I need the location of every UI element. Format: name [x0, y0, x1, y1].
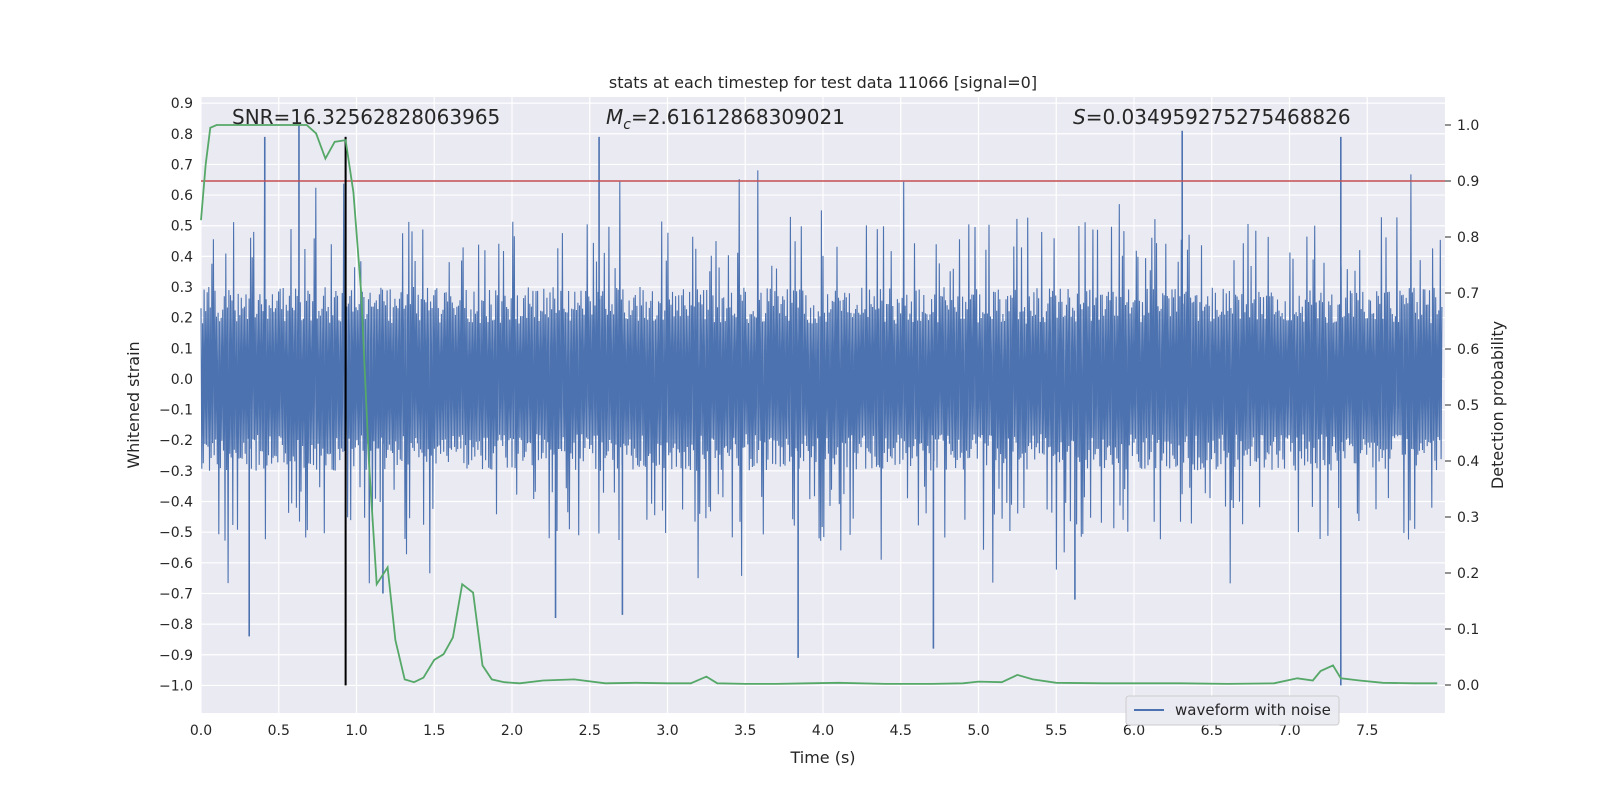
legend-entry-waveform: waveform with noise [1175, 701, 1331, 719]
x-tick-label: 4.5 [890, 723, 912, 739]
y-left-tick-label: 0.5 [171, 219, 193, 235]
y-left-tick-label: 0.6 [171, 188, 193, 204]
y-left-tick-label: −0.9 [159, 648, 193, 664]
legend-box [1125, 695, 1340, 726]
y-left-axis-ticks: 0.9 0.8 0.7 0.6 0.5 0.4 0.3 0.2 0.1 0.0 −0.1 −0.2 −0… [159, 96, 193, 694]
y-left-tick-label: −0.2 [159, 433, 193, 449]
x-tick-label: 3.5 [734, 723, 756, 739]
x-tick-label: 7.5 [1356, 723, 1378, 739]
y-left-tick-label: 0.7 [171, 157, 193, 173]
x-tick-label: 5.0 [967, 723, 989, 739]
chirp-mass-value: =2.61612868309021 [631, 105, 845, 129]
y-right-tick-label: 0.4 [1457, 454, 1479, 470]
chirp-mass-annotation: Mc=2.61612868309021 [606, 105, 845, 133]
y-right-tick-label: 0.8 [1457, 230, 1479, 246]
overlay-lines [200, 124, 1445, 686]
x-tick-label: 1.0 [345, 723, 367, 739]
chirp-mass-symbol: M [606, 105, 623, 129]
y-right-tick-label: 0.1 [1457, 622, 1479, 638]
s-symbol: S [1073, 105, 1086, 129]
y-left-tick-label: 0.2 [171, 311, 193, 327]
y-right-axis-ticks: 1.0 0.9 0.8 0.7 0.6 0.5 0.4 0.3 0.2 0.1 0.0 [1445, 118, 1479, 694]
x-tick-label: 3.0 [656, 723, 678, 739]
y-right-tick-label: 0.7 [1457, 286, 1479, 302]
legend: waveform with noise [1125, 695, 1340, 726]
y-left-tick-label: −0.5 [159, 525, 193, 541]
snr-annotation: SNR=16.32562828063965 [232, 105, 500, 129]
y-left-tick-label: −0.1 [159, 403, 193, 419]
chirp-mass-subscript: c [623, 117, 631, 133]
y-right-tick-label: 0.5 [1457, 398, 1479, 414]
x-tick-label: 2.5 [579, 723, 601, 739]
y-left-tick-label: −0.3 [159, 464, 193, 480]
y-right-tick-label: 1.0 [1457, 118, 1479, 134]
y-right-axis-label: Detection probability [1488, 321, 1507, 489]
y-left-tick-label: −0.6 [159, 556, 193, 572]
y-left-tick-label: 0.0 [171, 372, 193, 388]
x-tick-label: 6.0 [1123, 723, 1145, 739]
y-left-tick-label: 0.9 [171, 96, 193, 112]
s-annotation: S=0.034959275275468826 [1073, 105, 1351, 129]
y-left-tick-label: 0.3 [171, 280, 193, 296]
x-tick-label: 4.0 [812, 723, 834, 739]
x-tick-label: 5.5 [1045, 723, 1067, 739]
y-left-tick-label: 0.1 [171, 341, 193, 357]
s-value: =0.034959275275468826 [1086, 105, 1351, 129]
x-tick-label: 0.0 [190, 723, 212, 739]
x-tick-label: 0.5 [268, 723, 290, 739]
y-right-tick-label: 0.6 [1457, 342, 1479, 358]
y-left-tick-label: 0.4 [171, 249, 193, 265]
y-right-tick-label: 0.2 [1457, 566, 1479, 582]
y-right-tick-label: 0.0 [1457, 678, 1479, 694]
x-tick-label: 7.0 [1278, 723, 1300, 739]
y-left-tick-label: −0.8 [159, 617, 193, 633]
chart-title: stats at each timestep for test data 110… [609, 73, 1037, 92]
y-left-tick-label: −0.7 [159, 586, 193, 602]
waveform-line [200, 166, 1443, 584]
y-right-tick-label: 0.3 [1457, 510, 1479, 526]
y-right-tick-label: 0.9 [1457, 174, 1479, 190]
x-tick-label: 1.5 [423, 723, 445, 739]
x-tick-label: 6.5 [1201, 723, 1223, 739]
x-axis-ticks: 0.0 0.5 1.0 1.5 2.0 2.5 3.0 3.5 4.0 4.5 5.0 5.5 6.0 6… [190, 723, 1379, 739]
y-left-tick-label: 0.8 [171, 127, 193, 143]
detection-probability-line [200, 124, 1438, 685]
x-tick-label: 2.0 [501, 723, 523, 739]
x-axis-label: Time (s) [789, 748, 855, 767]
y-left-tick-label: −1.0 [159, 678, 193, 694]
y-left-tick-label: −0.4 [159, 495, 193, 511]
y-left-axis-label: Whitened strain [124, 341, 143, 468]
